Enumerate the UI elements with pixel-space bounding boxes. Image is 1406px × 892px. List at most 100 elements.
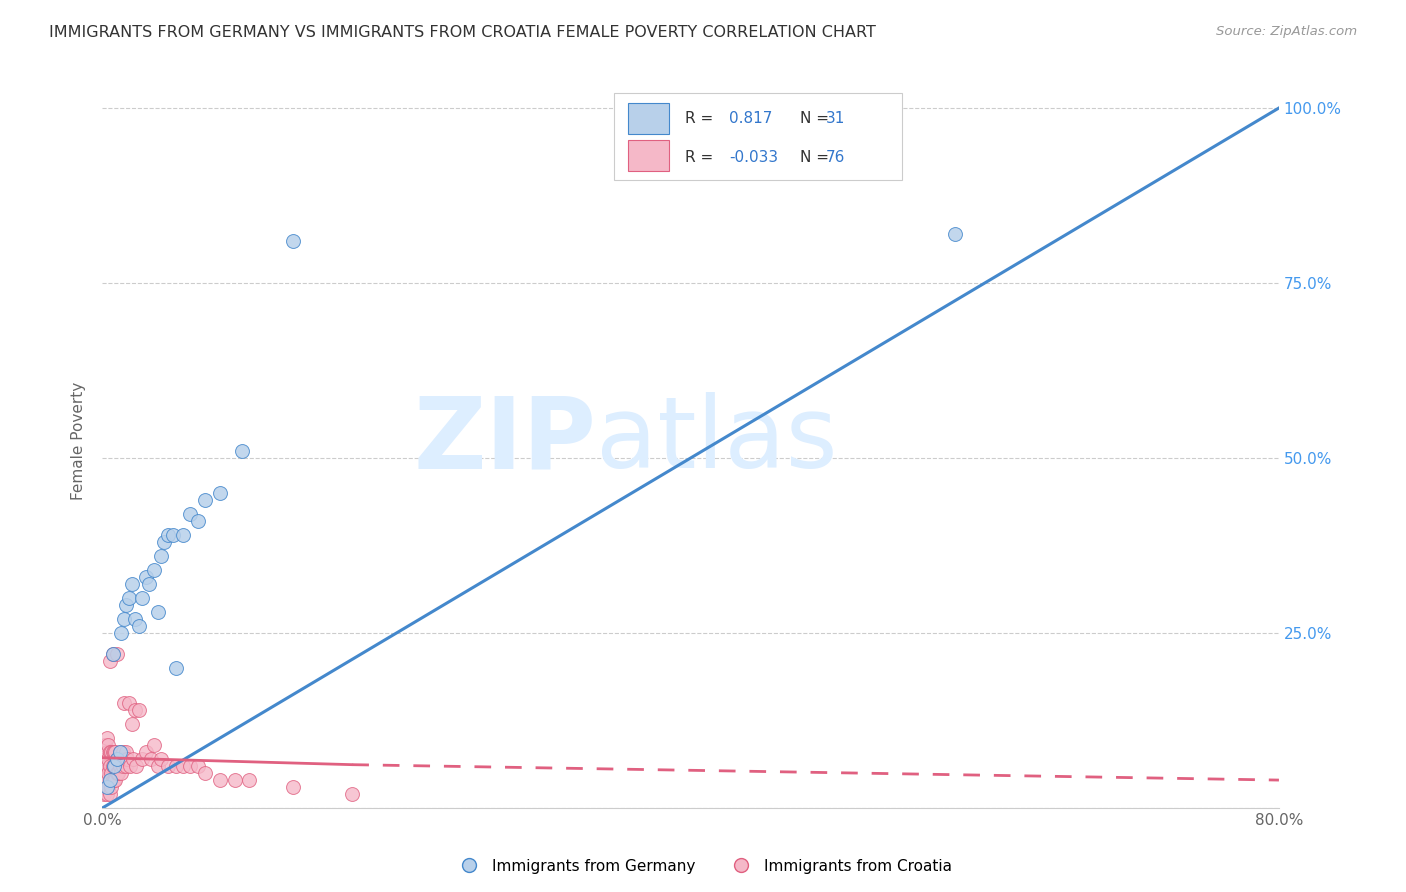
- Point: [162, 528, 184, 542]
- FancyBboxPatch shape: [628, 103, 669, 134]
- Point: [105, 752, 128, 766]
- Point: [100, 745, 122, 759]
- Point: [107, 752, 129, 766]
- Point: [114, 759, 136, 773]
- Point: [101, 745, 124, 759]
- Text: R =: R =: [685, 111, 713, 126]
- Point: [93, 759, 115, 773]
- Point: [101, 773, 124, 788]
- Point: [208, 486, 231, 500]
- Point: [131, 752, 153, 766]
- Point: [101, 759, 124, 773]
- Point: [118, 591, 141, 605]
- Point: [108, 745, 131, 759]
- Point: [114, 745, 136, 759]
- Point: [224, 773, 246, 788]
- Point: [101, 647, 124, 661]
- Point: [111, 745, 134, 759]
- Point: [104, 759, 127, 773]
- Point: [107, 766, 129, 780]
- Point: [131, 591, 153, 605]
- Point: [128, 619, 150, 633]
- Point: [146, 759, 169, 773]
- Point: [98, 773, 121, 788]
- Point: [208, 773, 231, 788]
- FancyBboxPatch shape: [628, 140, 669, 170]
- Point: [118, 696, 141, 710]
- Y-axis label: Female Poverty: Female Poverty: [72, 382, 86, 500]
- Point: [97, 752, 120, 766]
- Point: [194, 766, 217, 780]
- Legend: Immigrants from Germany, Immigrants from Croatia: Immigrants from Germany, Immigrants from…: [447, 853, 959, 880]
- Point: [94, 738, 117, 752]
- Text: IMMIGRANTS FROM GERMANY VS IMMIGRANTS FROM CROATIA FEMALE POVERTY CORRELATION CH: IMMIGRANTS FROM GERMANY VS IMMIGRANTS FR…: [49, 25, 876, 40]
- Point: [179, 507, 201, 521]
- Point: [105, 752, 128, 766]
- Point: [172, 759, 194, 773]
- Point: [108, 759, 131, 773]
- Point: [94, 773, 117, 788]
- Point: [135, 745, 157, 759]
- Point: [100, 766, 122, 780]
- Point: [112, 696, 135, 710]
- Text: N =: N =: [800, 150, 830, 165]
- Point: [165, 759, 187, 773]
- Point: [138, 577, 160, 591]
- Point: [98, 787, 121, 801]
- Point: [146, 605, 169, 619]
- Point: [153, 535, 176, 549]
- Point: [96, 745, 118, 759]
- Point: [104, 773, 127, 788]
- FancyBboxPatch shape: [614, 93, 903, 179]
- Point: [121, 717, 143, 731]
- Point: [112, 612, 135, 626]
- Point: [194, 493, 217, 508]
- Point: [93, 780, 115, 794]
- Point: [124, 612, 146, 626]
- Point: [97, 738, 120, 752]
- Point: [128, 703, 150, 717]
- Point: [283, 780, 305, 794]
- Point: [172, 528, 194, 542]
- Point: [105, 647, 128, 661]
- Point: [101, 647, 124, 661]
- Point: [94, 780, 117, 794]
- Text: 0.817: 0.817: [730, 111, 773, 126]
- Point: [157, 528, 180, 542]
- Point: [103, 773, 125, 788]
- Text: ZIP: ZIP: [413, 392, 596, 489]
- Point: [103, 759, 125, 773]
- Point: [110, 766, 132, 780]
- Point: [110, 752, 132, 766]
- Point: [165, 661, 187, 675]
- Point: [135, 570, 157, 584]
- Point: [103, 745, 125, 759]
- Point: [98, 773, 121, 788]
- Point: [96, 731, 118, 745]
- Point: [97, 780, 120, 794]
- Text: 76: 76: [825, 150, 845, 165]
- Point: [157, 759, 180, 773]
- Point: [94, 759, 117, 773]
- Point: [142, 738, 165, 752]
- Point: [98, 745, 121, 759]
- Point: [96, 759, 118, 773]
- Point: [943, 227, 966, 241]
- Text: Source: ZipAtlas.com: Source: ZipAtlas.com: [1216, 25, 1357, 38]
- Text: -0.033: -0.033: [730, 150, 779, 165]
- Point: [110, 626, 132, 640]
- Point: [105, 766, 128, 780]
- Point: [238, 773, 260, 788]
- Point: [283, 234, 305, 248]
- Point: [98, 654, 121, 668]
- Point: [111, 759, 134, 773]
- Text: atlas: atlas: [596, 392, 838, 489]
- Point: [124, 703, 146, 717]
- Point: [150, 752, 173, 766]
- Point: [121, 577, 143, 591]
- Point: [96, 780, 118, 794]
- Point: [187, 514, 209, 528]
- Point: [115, 752, 138, 766]
- Point: [93, 787, 115, 801]
- Point: [342, 787, 364, 801]
